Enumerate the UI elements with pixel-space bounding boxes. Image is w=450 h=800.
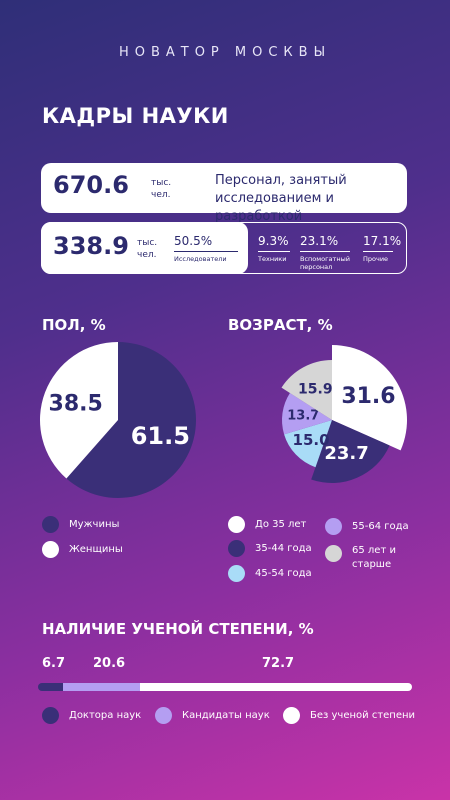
pie-slice-label: 13.7 <box>287 408 319 423</box>
legend-age-55-64: 55-64 года <box>325 518 409 535</box>
pie-slice-label: 38.5 <box>49 392 103 417</box>
pie-slice <box>284 420 332 468</box>
pie-slice-label: 23.7 <box>324 443 368 464</box>
legend-age-65plus: 65 лет и старше <box>325 544 410 572</box>
degree-bar-segment <box>63 683 141 691</box>
researchers-unit: тыс. чел. <box>137 237 157 261</box>
degree-bar-segment <box>38 683 64 691</box>
legend-swatch <box>155 707 172 724</box>
legend-swatch <box>228 565 245 582</box>
metric-pct: 17.1% <box>363 234 401 252</box>
metric-pct: 9.3% <box>258 234 290 252</box>
brand-title: НОВАТОР МОСКВЫ <box>118 45 332 60</box>
degree-bar-segment <box>140 683 412 691</box>
personnel-unit: тыс. чел. <box>151 177 171 201</box>
legend-label: Кандидаты наук <box>182 710 270 721</box>
age-chart-title: ВОЗРАСТ, % <box>228 316 333 334</box>
researchers-unit-line2: чел. <box>137 250 157 260</box>
page-title: КАДРЫ НАУКИ <box>42 104 229 128</box>
legend-age-35-44: 35-44 года <box>228 540 312 557</box>
pie-slice-label: 61.5 <box>131 422 190 450</box>
researchers-card: 338.9 тыс. чел. <box>41 222 248 274</box>
metric-label: Прочие <box>363 255 389 263</box>
legend-label: Мужчины <box>69 519 120 530</box>
personnel-value: 670.6 <box>53 171 129 199</box>
degree-bar-value: 6.7 <box>42 656 66 671</box>
legend-swatch <box>42 516 59 533</box>
gender-pie: 61.5 38.5 <box>40 342 197 499</box>
metric-pct: 23.1% <box>300 234 350 252</box>
legend-swatch <box>325 518 342 535</box>
legend-swatch <box>325 545 342 562</box>
legend-age-45-54: 45-54 года <box>228 565 312 582</box>
personnel-unit-line1: тыс. <box>151 178 172 188</box>
degree-bar <box>38 683 412 691</box>
personnel-unit-line2: чел. <box>151 190 171 200</box>
legend-swatch <box>228 540 245 557</box>
legend-doctors: Доктора наук <box>42 707 141 724</box>
metric-label: Исследователи <box>174 255 227 263</box>
personnel-description: Персонал, занятый исследованием и разраб… <box>215 173 347 224</box>
legend-no-degree: Без ученой степени <box>283 707 415 724</box>
legend-swatch <box>283 707 300 724</box>
pie-slice <box>40 342 119 479</box>
degree-bar-value: 72.7 <box>262 656 295 671</box>
metric-label: Техники <box>258 255 287 263</box>
pie-slice <box>311 420 390 483</box>
degree-chart-title: НАЛИЧИЕ УЧЕНОЙ СТЕПЕНИ, % <box>42 620 314 638</box>
metric-other: 17.1% Прочие <box>363 234 401 263</box>
legend-label: 55-64 года <box>352 521 409 532</box>
pie-slice-label: 31.6 <box>341 384 395 409</box>
legend-men: Мужчины <box>42 516 119 533</box>
legend-label: Доктора наук <box>69 710 142 721</box>
legend-label: Женщины <box>69 544 123 555</box>
metric-technicians: 9.3% Техники <box>258 234 290 263</box>
researchers-value: 338.9 <box>53 232 129 260</box>
legend-label: 35-44 года <box>255 543 312 554</box>
pie-slice-label: 15.0 <box>293 431 330 449</box>
legend-label: До 35 лет <box>255 519 307 530</box>
legend-label: 45-54 года <box>255 568 312 579</box>
metric-support-staff: 23.1% Вспомогатный персонал <box>300 234 350 271</box>
age-pie: 31.6 23.715.0 13.7 15.9 <box>281 344 408 483</box>
legend-label: 65 лет и старше <box>352 545 396 570</box>
legend-label: Без ученой степени <box>310 710 416 721</box>
pie-slice <box>282 392 332 435</box>
personnel-card: 670.6 тыс. чел. Персонал, занятый исслед… <box>41 163 407 224</box>
gender-chart-title: ПОЛ, % <box>42 316 106 334</box>
pie-slice <box>281 360 332 420</box>
metric-pct: 50.5% <box>174 234 238 252</box>
metric-label: Вспомогатный персонал <box>300 255 350 271</box>
metric-researchers: 50.5% Исследователи <box>174 234 238 263</box>
legend-women: Женщины <box>42 541 123 558</box>
pie-slice <box>66 342 197 499</box>
pie-slice-label: 15.9 <box>298 381 333 397</box>
legend-candidates: Кандидаты наук <box>155 707 270 724</box>
legend-swatch <box>42 707 59 724</box>
legend-age-under35: До 35 лет <box>228 516 306 533</box>
pie-slice <box>332 344 408 451</box>
degree-bar-value: 20.6 <box>93 656 126 671</box>
legend-swatch <box>42 541 59 558</box>
researchers-unit-line1: тыс. <box>137 238 158 248</box>
legend-swatch <box>228 516 245 533</box>
